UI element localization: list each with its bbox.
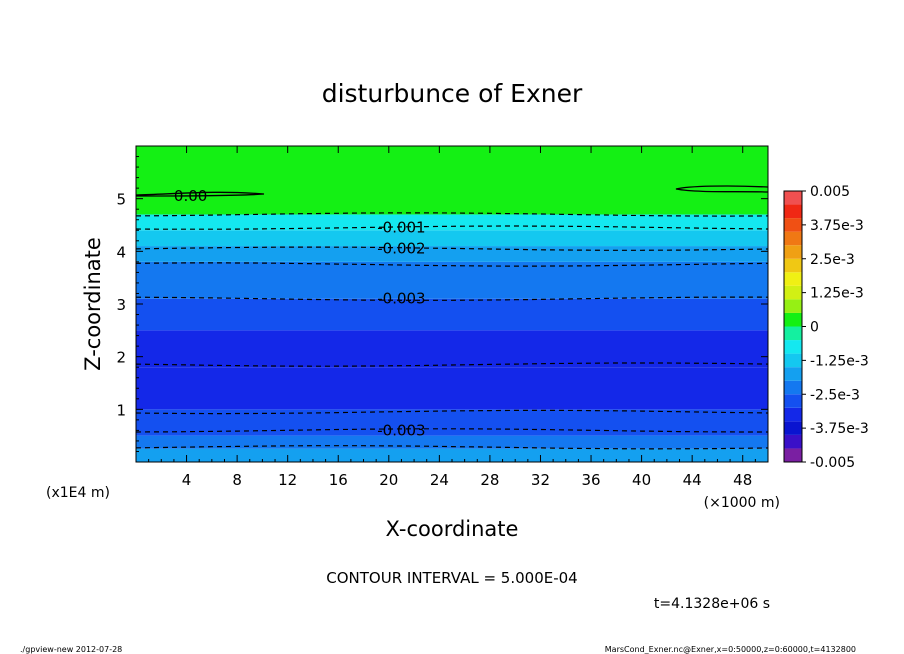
y-tick-label-2: 3	[116, 296, 126, 314]
colorbar-swatch-19	[784, 191, 802, 205]
y-axis-label: Z-coordinate	[81, 237, 105, 371]
x-tick-label-10: 44	[683, 471, 702, 489]
contour-label-1: -0.001	[377, 219, 425, 237]
x-tick-label-3: 16	[329, 471, 348, 489]
x-tick-label-1: 8	[232, 471, 242, 489]
chart-title: disturbunce of Exner	[322, 79, 583, 108]
contour-band-10	[136, 146, 768, 215]
colorbar-label-8: -0.005	[810, 455, 855, 471]
y-tick-label-3: 4	[116, 243, 126, 261]
colorbar-label-4: 0	[810, 320, 819, 336]
contour-line-9	[135, 445, 769, 450]
contour-band-6	[136, 261, 768, 299]
contour-line-8	[135, 428, 768, 433]
colorbar-label-6: -2.5e-3	[810, 387, 860, 403]
colorbar-swatch-0	[784, 448, 802, 462]
contour-band-7	[136, 246, 768, 262]
footer-right-text: MarsCond_Exner.nc@Exner,x=0:50000,z=0:60…	[605, 645, 856, 654]
contour-line-5	[135, 296, 769, 301]
contour-band-4	[136, 330, 768, 368]
colorbar-label-5: -1.25e-3	[810, 353, 869, 369]
contour-band-5	[136, 298, 768, 331]
contour-band-3	[136, 367, 768, 410]
y-tick-label-1: 2	[116, 349, 126, 367]
x-tick-label-11: 48	[733, 471, 752, 489]
colorbar-swatch-1	[784, 434, 802, 449]
colorbar-label-3: 1.25e-3	[810, 286, 864, 302]
colorbar-swatch-14	[784, 258, 802, 273]
colorbar-label-0: 0.005	[810, 184, 850, 200]
colorbar-swatch-17	[784, 218, 802, 232]
x-tick-label-8: 36	[581, 471, 600, 489]
contour-line-4	[135, 262, 769, 267]
contour-line-2	[135, 212, 769, 217]
contour-interval-text: CONTOUR INTERVAL = 5.000E-04	[326, 569, 577, 587]
contour-line-7	[135, 409, 769, 415]
contour-line-6	[135, 362, 769, 367]
colorbar-swatch-6	[784, 367, 802, 381]
contour-lines-layer: 0.00 -0.001 -0.002 -0.003 -0.003	[135, 185, 769, 450]
colorbar-swatch-13	[784, 272, 802, 286]
colorbar-swatch-8	[784, 340, 802, 354]
x-tick-label-7: 32	[531, 471, 550, 489]
colorbar-swatch-16	[784, 231, 802, 246]
x-tick-label-4: 20	[379, 471, 398, 489]
contour-label-0: 0.00	[174, 187, 207, 205]
colorbar-swatch-11	[784, 299, 802, 313]
contour-line-3	[135, 246, 769, 251]
contour-fill-layer	[136, 146, 768, 462]
colorbar-swatch-15	[784, 245, 802, 259]
colorbar-swatch-7	[784, 353, 802, 368]
contour-band-0	[136, 448, 768, 462]
footer-left-text: ./gpview-new 2012-07-28	[20, 645, 122, 654]
colorbar-label-2: 2.5e-3	[810, 252, 855, 268]
x-tick-label-9: 40	[632, 471, 651, 489]
contour-label-8: -0.003	[377, 421, 425, 439]
colorbar-swatch-18	[784, 204, 802, 219]
x-tick-label-6: 28	[480, 471, 499, 489]
contour-band-1	[136, 435, 768, 449]
x-tick-label-2: 12	[278, 471, 297, 489]
contour-label-3: -0.002	[377, 240, 425, 258]
x-axis-unit: (×1000 m)	[704, 495, 780, 511]
contour-line-1	[135, 225, 769, 230]
colorbar-swatch-3	[784, 407, 802, 422]
colorbar-swatch-9	[784, 326, 802, 341]
contour-band-8	[136, 230, 768, 247]
y-tick-label-4: 5	[116, 191, 126, 209]
x-tick-label-5: 24	[430, 471, 449, 489]
contour-line-zero-left	[135, 191, 265, 197]
colorbar: 0.005 3.75e-3 2.5e-3 1.25e-3 0 -1.25e-3 -2.5e-…	[783, 184, 869, 471]
contour-line-zero-right	[675, 185, 769, 193]
contour-label-5: -0.003	[377, 290, 425, 308]
x-axis-label: X-coordinate	[386, 517, 519, 541]
colorbar-swatch-12	[784, 285, 802, 300]
colorbar-swatch-10	[784, 312, 802, 327]
time-stamp-text: t=4.1328e+06 s	[654, 596, 770, 612]
colorbar-label-1: 3.75e-3	[810, 218, 864, 234]
x-axis-ticks: 4 8 12 16 20 24 28 32 36 40 44 48	[148, 146, 756, 489]
colorbar-swatch-5	[784, 380, 802, 395]
contour-band-9	[136, 214, 768, 231]
y-axis-ticks: 1 2 3 4 5	[116, 156, 768, 452]
y-axis-unit: (x1E4 m)	[46, 485, 110, 501]
y-tick-label-0: 1	[116, 401, 126, 419]
x-tick-label-0: 4	[182, 471, 192, 489]
colorbar-swatch-4	[784, 394, 802, 408]
colorbar-label-7: -3.75e-3	[810, 421, 869, 437]
colorbar-swatch-2	[784, 421, 802, 435]
